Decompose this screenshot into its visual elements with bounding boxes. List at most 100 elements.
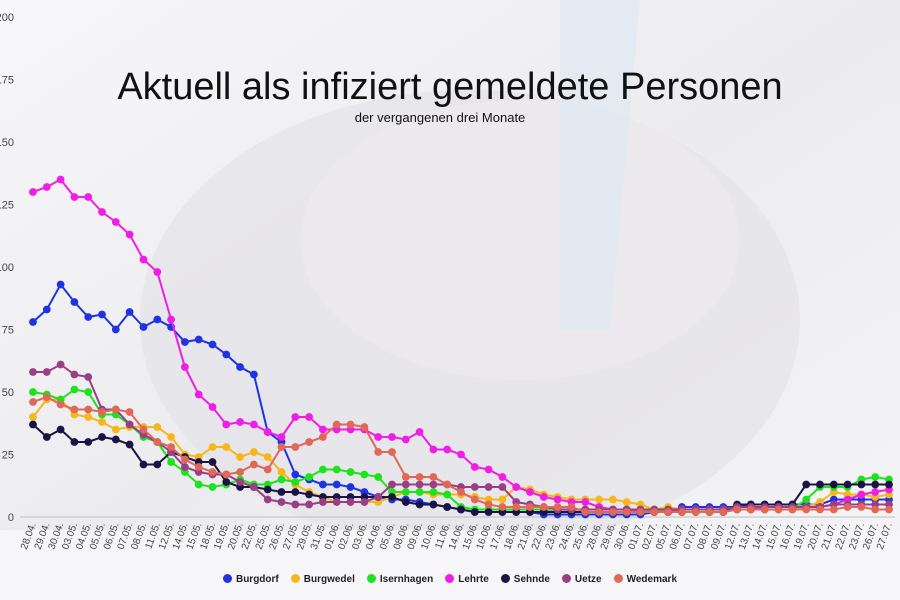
y-tick-label: 100 (0, 262, 14, 274)
data-point (139, 425, 148, 434)
legend-item[interactable]: Burgwedel (290, 574, 355, 585)
legend-item[interactable]: Wedemark (613, 574, 677, 585)
data-point (208, 340, 217, 349)
data-point (401, 480, 410, 489)
data-point (415, 500, 424, 509)
data-point (305, 413, 313, 421)
data-point (319, 480, 327, 489)
data-point (42, 368, 51, 376)
series-line (32, 423, 889, 513)
data-point (498, 483, 507, 491)
data-point (84, 405, 93, 414)
data-point (857, 503, 866, 511)
data-point (42, 393, 51, 401)
data-point (346, 468, 355, 476)
data-point (871, 480, 880, 489)
data-point (181, 338, 189, 346)
data-point (29, 368, 37, 376)
data-point (816, 505, 824, 514)
data-point (208, 403, 217, 411)
data-point (222, 443, 231, 451)
data-point (526, 503, 534, 511)
data-point (319, 425, 327, 434)
data-point (153, 315, 162, 324)
data-point (42, 305, 51, 314)
data-point (305, 500, 313, 509)
data-point (236, 478, 245, 486)
data-point (153, 460, 162, 469)
series-line (32, 282, 889, 516)
data-point (816, 480, 824, 489)
data-point (56, 400, 65, 409)
data-point (774, 505, 783, 514)
data-point (553, 503, 562, 511)
data-point (470, 495, 479, 504)
data-point (760, 505, 769, 514)
legend-item[interactable]: Burgdorf (222, 574, 279, 585)
data-point (319, 465, 327, 474)
data-point (788, 505, 797, 514)
data-point (705, 508, 714, 516)
data-point (56, 175, 65, 184)
data-point (236, 453, 245, 461)
y-tick-label: 175 (0, 75, 14, 87)
legend-label: Isernhagen (379, 574, 434, 585)
data-point (843, 503, 852, 511)
data-point (291, 488, 300, 496)
data-point (98, 418, 106, 426)
data-point (857, 480, 866, 489)
data-point (443, 490, 452, 499)
data-point (305, 473, 313, 481)
data-point (139, 460, 148, 469)
data-point (457, 488, 465, 496)
data-point (291, 478, 300, 486)
y-tick-label: 200 (0, 12, 14, 24)
data-point (208, 443, 217, 451)
data-point (181, 463, 189, 471)
legend-label: Lehrte (458, 574, 489, 585)
legend-item[interactable]: Uetze (561, 574, 602, 585)
data-point (56, 280, 65, 289)
data-point (319, 498, 327, 506)
data-point (401, 435, 410, 444)
data-point (70, 193, 79, 201)
data-point (29, 398, 37, 406)
data-point (664, 508, 672, 516)
legend-item[interactable]: Isernhagen (366, 574, 434, 585)
data-point (539, 493, 548, 501)
data-point (305, 490, 313, 499)
data-point (250, 483, 258, 491)
legend-label: Burgdorf (235, 574, 279, 585)
data-point (747, 505, 755, 514)
legend-label: Burgwedel (303, 574, 355, 585)
data-point (222, 478, 231, 486)
data-point (429, 445, 438, 454)
data-point (194, 390, 203, 399)
data-point (111, 405, 120, 414)
y-tick-label: 150 (0, 137, 14, 149)
legend-item[interactable]: Sehnde (500, 574, 550, 585)
data-point (84, 413, 93, 421)
data-point (277, 468, 286, 476)
data-point (401, 498, 410, 506)
data-point (360, 470, 369, 479)
data-point (443, 480, 452, 489)
data-point (125, 420, 134, 429)
data-point (470, 483, 479, 491)
data-point (332, 420, 341, 429)
data-point (29, 318, 37, 326)
data-point (498, 495, 507, 504)
legend-item[interactable]: Lehrte (445, 574, 489, 585)
series-wedemark (29, 393, 893, 516)
y-tick-label: 0 (8, 512, 14, 524)
data-point (98, 433, 106, 441)
data-point (125, 308, 134, 316)
data-point (429, 473, 438, 481)
data-point (346, 483, 355, 491)
data-point (374, 433, 383, 441)
data-point (857, 490, 866, 499)
data-point (167, 433, 176, 441)
data-point (250, 460, 258, 469)
data-point (250, 448, 258, 456)
data-point (98, 310, 106, 319)
